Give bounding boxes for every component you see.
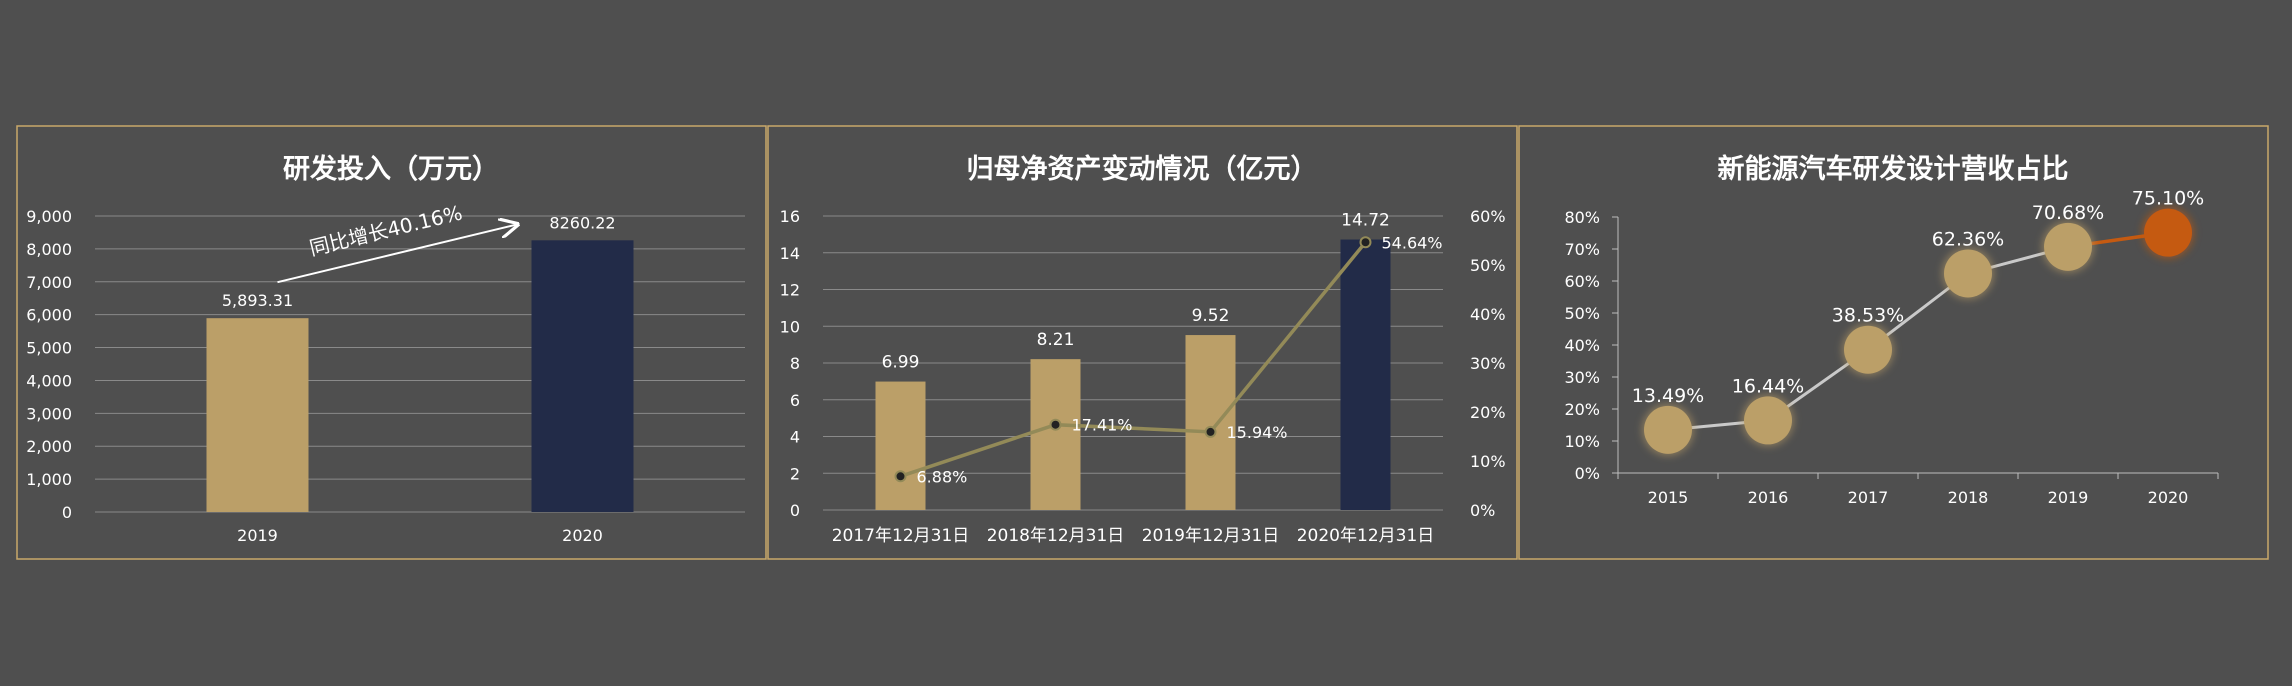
x-tick-label: 2019 — [2048, 488, 2089, 507]
bar — [875, 381, 926, 510]
ratio-point — [1359, 236, 1372, 249]
data-label: 62.36% — [1932, 228, 2004, 250]
y2-tick-label: 20% — [1470, 403, 1506, 422]
y-tick-label: 1,000 — [26, 470, 72, 489]
data-point — [2144, 208, 2192, 257]
y-tick-label: 10% — [1564, 432, 1600, 451]
y-tick-label: 5,000 — [26, 339, 72, 358]
x-tick-label: 2017 — [1848, 488, 1889, 507]
x-tick-label: 2020 — [2148, 488, 2189, 507]
data-point — [1944, 249, 1992, 298]
ratio-label: 17.41% — [1072, 416, 1133, 435]
data-label: 14.72 — [1341, 211, 1390, 231]
y-tick-label: 40% — [1564, 336, 1600, 355]
y-tick-label: 8 — [790, 354, 800, 373]
y-tick-label: 8,000 — [26, 240, 72, 259]
data-label: 8.21 — [1037, 330, 1075, 350]
x-tick-label: 2020年12月31日 — [1297, 526, 1435, 546]
x-tick-label: 2018 — [1948, 488, 1989, 507]
y2-tick-label: 40% — [1470, 305, 1506, 324]
y-tick-label: 3,000 — [26, 404, 72, 423]
y-tick-label: 16 — [780, 207, 800, 226]
bar — [206, 318, 309, 512]
chart-title: 新能源汽车研发设计营收占比 — [1718, 153, 2069, 185]
data-label: 16.44% — [1732, 375, 1804, 397]
data-label: 9.52 — [1192, 306, 1230, 326]
y-tick-label: 0 — [62, 503, 72, 522]
panel-rd-investment: 研发投入（万元） 0 1,000 2,000 3,000 4,000 5,000 6,000… — [16, 125, 767, 560]
y-tick-label: 2 — [790, 464, 800, 483]
x-tick-label: 2018年12月31日 — [987, 526, 1125, 546]
data-label: 5,893.31 — [222, 291, 293, 310]
x-tick-label: 2019年12月31日 — [1142, 526, 1280, 546]
x-tick-label: 2015 — [1648, 488, 1689, 507]
y2-tick-label: 60% — [1470, 207, 1506, 226]
panel-frame — [1518, 125, 2269, 560]
y-tick-label: 7,000 — [26, 273, 72, 292]
y2-tick-label: 50% — [1470, 256, 1506, 275]
y-tick-label: 80% — [1564, 208, 1600, 227]
bar — [1340, 239, 1391, 510]
x-tick-label: 2017年12月31日 — [832, 526, 970, 546]
y-tick-label: 9,000 — [26, 207, 72, 226]
growth-arrow — [277, 224, 518, 284]
ratio-point — [1049, 418, 1062, 431]
y-tick-label: 4 — [790, 428, 800, 447]
data-label: 6.99 — [882, 353, 920, 373]
panel-net-assets: 归母净资产变动情况（亿元） 0 2 4 6 8 10 12 14 16 0% 10% 20% 30% 40… — [767, 125, 1518, 560]
y-tick-label: 70% — [1564, 240, 1600, 259]
data-label: 38.53% — [1832, 305, 1904, 327]
y-tick-label: 60% — [1564, 272, 1600, 291]
y-tick-label: 6,000 — [26, 306, 72, 325]
ratio-label: 6.88% — [917, 467, 968, 486]
data-label: 8260.22 — [549, 213, 615, 232]
data-label: 75.10% — [2132, 188, 2204, 210]
ratio-series-line — [899, 241, 1367, 478]
panel-nev-revenue-share: 新能源汽车研发设计营收占比 0% 10% 20% 30% 40% 50% 60% 70% 80%… — [1518, 125, 2269, 560]
y2-tick-label: 10% — [1470, 452, 1506, 471]
data-point — [2044, 222, 2092, 271]
y-tick-label: 4,000 — [26, 371, 72, 390]
y-tick-label: 0 — [790, 501, 800, 520]
y-tick-label: 6 — [790, 391, 800, 410]
data-point — [1644, 405, 1692, 454]
bar — [1185, 335, 1236, 510]
ratio-point — [1204, 425, 1217, 438]
x-tick-label: 2019 — [237, 526, 278, 545]
data-label: 13.49% — [1632, 385, 1704, 407]
ratio-label: 54.64% — [1382, 233, 1443, 252]
y-tick-label: 2,000 — [26, 437, 72, 456]
bar — [1030, 359, 1081, 510]
panel-frame — [767, 125, 1518, 560]
growth-annotation: 同比增长40.16% — [307, 200, 465, 260]
x-tick-label: 2016 — [1748, 488, 1789, 507]
y-tick-label: 20% — [1564, 400, 1600, 419]
chart-title: 归母净资产变动情况（亿元） — [967, 153, 1318, 185]
chart-title: 研发投入（万元） — [283, 153, 499, 185]
data-point — [1744, 396, 1792, 445]
y-tick-label: 0% — [1575, 464, 1600, 483]
ratio-point — [894, 470, 907, 483]
y-tick-label: 30% — [1564, 368, 1600, 387]
y-tick-label: 12 — [780, 281, 800, 300]
y2-tick-label: 30% — [1470, 354, 1506, 373]
x-tick-label: 2020 — [562, 526, 603, 545]
ratio-label: 15.94% — [1227, 423, 1288, 442]
data-label: 70.68% — [2032, 202, 2104, 224]
data-point — [1844, 325, 1892, 374]
bar — [531, 240, 634, 512]
panel-frame — [16, 125, 767, 560]
y-tick-label: 10 — [780, 317, 800, 336]
y2-tick-label: 0% — [1470, 501, 1495, 520]
y-tick-label: 14 — [780, 244, 800, 263]
y-tick-label: 50% — [1564, 304, 1600, 323]
